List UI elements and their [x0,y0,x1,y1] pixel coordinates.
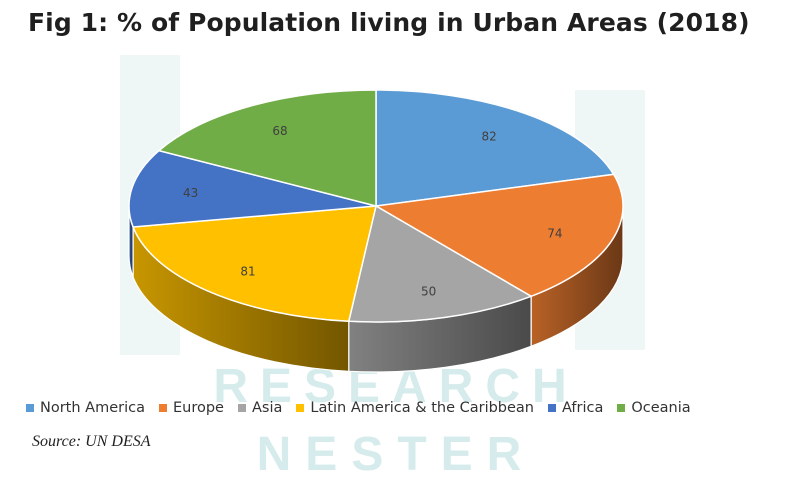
watermark-text-nester: NESTER [257,428,536,480]
pie-slice-north-america [375,89,615,207]
data-label-europe: 74 [547,227,562,241]
legend-item-africa: Africa [548,400,603,416]
chart-legend: North America Europe Asia Latin America & t… [26,400,786,416]
pie-slice-asia [347,204,533,323]
legend-swatch-latin-america-and-the-caribbean [296,404,305,412]
pie-slice-africa [128,149,377,228]
legend-label-oceania: Oceania [631,400,691,416]
pie-slice-europe [373,173,624,298]
pie-sides [128,205,624,373]
legend-label-europe: Europe [172,400,224,416]
legend-item-latin-america-and-the-caribbean: Latin America & the Caribbean [296,400,534,416]
legend-swatch-africa [548,404,556,412]
legend-swatch-europe [158,404,167,412]
legend-swatch-oceania [617,404,626,412]
data-label-latin-america-and-the-caribbean: 81 [240,265,255,279]
source-note: Source: UN DESA [32,433,151,450]
data-label-asia: 50 [421,285,436,299]
legend-swatch-asia [237,404,246,412]
legend-label-asia: Asia [251,400,283,416]
data-label-africa: 43 [183,186,198,200]
legend-label-africa: Africa [562,400,604,416]
legend-item-oceania: Oceania [617,400,691,416]
pie-data-labels: 82 74 50 81 43 68 [183,124,563,298]
legend-item-north-america: North America [26,400,145,416]
legend-item-europe: Europe [158,400,224,416]
legend-label-north-america: North America [40,400,145,416]
pie-slice-latin-america-and-the-caribbean [131,205,377,323]
pie-slice-oceania [157,89,377,207]
chart-title: Fig 1: % of Population living in Urban A… [28,8,750,37]
legend-label-latin-america-and-the-caribbean: Latin America & the Caribbean [310,400,534,416]
legend-item-asia: Asia [237,400,283,416]
legend-swatch-north-america [26,404,34,412]
data-label-oceania: 68 [272,124,287,138]
pie-chart: 82 74 50 81 43 68 [128,89,624,373]
data-label-north-america: 82 [482,130,497,144]
pie-top [128,89,624,323]
